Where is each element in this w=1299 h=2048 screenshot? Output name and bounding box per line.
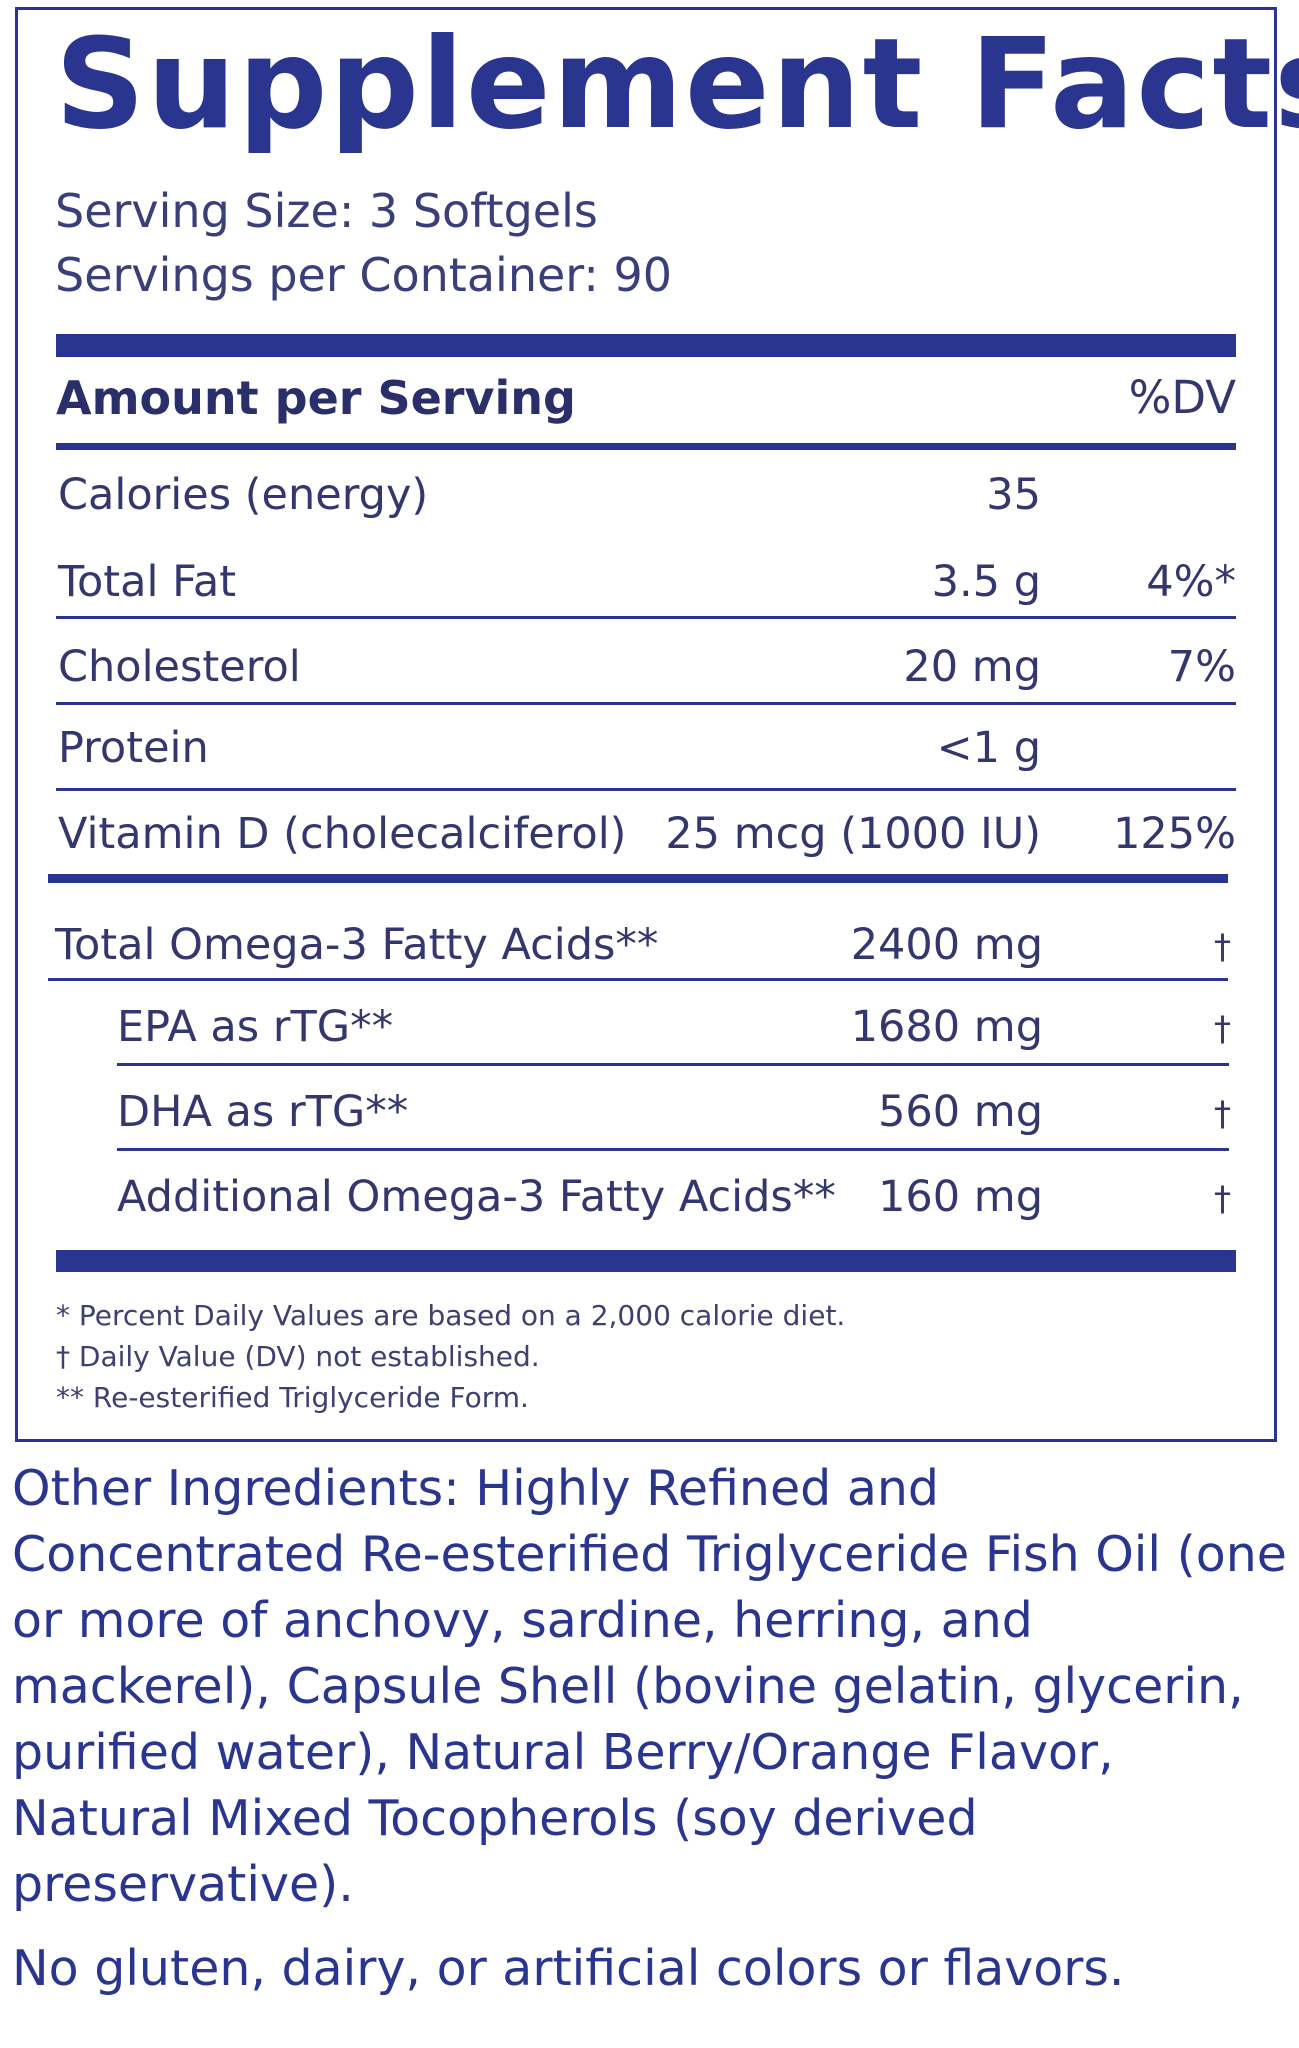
thick-divider-bottom bbox=[56, 1250, 1236, 1272]
nutrient-amount: 20 mg bbox=[903, 642, 1041, 692]
nutrient-name: Total Fat bbox=[58, 557, 237, 607]
allergen-statement: No gluten, dairy, or artificial colors o… bbox=[12, 1940, 1125, 1997]
omega-name: EPA as rTG** bbox=[117, 1002, 394, 1052]
label-title: Supplement Facts bbox=[55, 12, 1299, 157]
nutrient-name: Calories (energy) bbox=[58, 470, 429, 520]
footnote-dv-not-established: † Daily Value (DV) not established. bbox=[56, 1340, 540, 1373]
nutrient-amount: 25 mcg (1000 IU) bbox=[665, 809, 1041, 859]
omega-dv: † bbox=[1214, 927, 1231, 967]
nutrient-amount: 35 bbox=[986, 470, 1041, 520]
omega-dv: † bbox=[1214, 1179, 1231, 1219]
thick-divider-top bbox=[56, 334, 1236, 357]
header-divider bbox=[56, 443, 1236, 450]
nutrient-amount: 3.5 g bbox=[931, 557, 1041, 607]
nutrient-dv: 125% bbox=[1113, 809, 1236, 859]
other-ingredients: Other Ingredients: Highly Refined and Co… bbox=[12, 1460, 1287, 1913]
section-divider bbox=[48, 874, 1228, 883]
row-divider bbox=[117, 1148, 1229, 1151]
row-divider bbox=[56, 702, 1236, 705]
supplement-facts-panel bbox=[15, 7, 1277, 1442]
row-divider bbox=[48, 978, 1228, 981]
omega-name: Additional Omega-3 Fatty Acids** bbox=[117, 1172, 836, 1222]
serving-size: Serving Size: 3 Softgels bbox=[55, 184, 598, 238]
amount-per-serving-heading: Amount per Serving bbox=[56, 371, 576, 425]
omega-amount: 1680 mg bbox=[850, 1002, 1043, 1052]
omega-dv: † bbox=[1214, 1009, 1231, 1049]
row-divider bbox=[117, 1063, 1229, 1066]
footnote-daily-values: * Percent Daily Values are based on a 2,… bbox=[56, 1299, 846, 1332]
nutrient-name: Cholesterol bbox=[58, 642, 301, 692]
nutrient-dv: 4%* bbox=[1146, 557, 1236, 607]
row-divider bbox=[56, 616, 1236, 619]
omega-dv: † bbox=[1214, 1094, 1231, 1134]
nutrient-amount: <1 g bbox=[936, 723, 1041, 773]
nutrient-name: Protein bbox=[58, 723, 209, 773]
nutrient-name: Vitamin D (cholecalciferol) bbox=[58, 809, 627, 859]
omega-amount: 160 mg bbox=[878, 1172, 1043, 1222]
omega-name: DHA as rTG** bbox=[117, 1087, 409, 1137]
footnote-rtg-form: ** Re-esterified Triglyceride Form. bbox=[56, 1381, 529, 1414]
omega-amount: 2400 mg bbox=[850, 920, 1043, 970]
omega-name: Total Omega-3 Fatty Acids** bbox=[55, 920, 659, 970]
nutrient-dv: 7% bbox=[1167, 642, 1236, 692]
servings-per-container: Servings per Container: 90 bbox=[55, 248, 673, 302]
omega-amount: 560 mg bbox=[878, 1087, 1043, 1137]
dv-heading: %DV bbox=[1128, 371, 1236, 424]
row-divider bbox=[56, 788, 1236, 791]
